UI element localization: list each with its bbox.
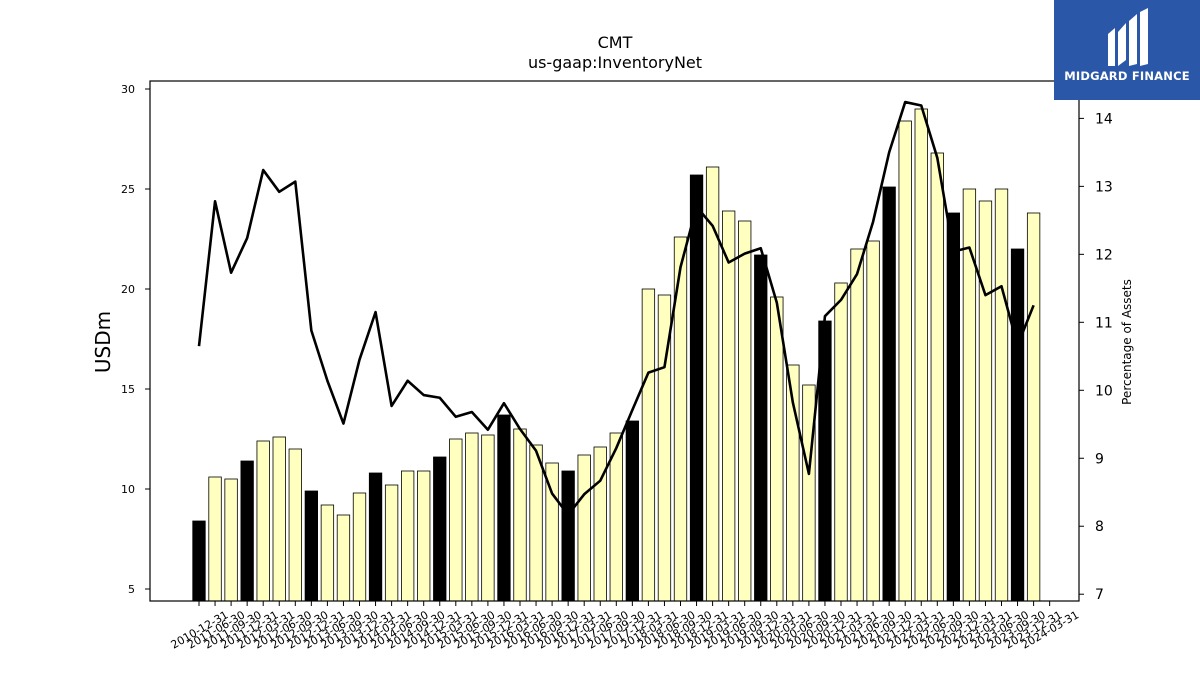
bar-2020-06-30 xyxy=(802,384,816,602)
y2-tick-label: 14 xyxy=(1095,111,1113,127)
bar-2010-12-31 xyxy=(192,520,206,602)
chart-title: CMT xyxy=(598,33,633,52)
y-tick-label: 5 xyxy=(128,583,135,596)
midgard-logo-icon xyxy=(1108,8,1148,66)
bar-2016-09-30 xyxy=(561,470,575,602)
y2-axis-label: Percentage of Assets xyxy=(1120,279,1134,405)
bar-2015-03-31 xyxy=(465,432,479,602)
bar-2012-06-30 xyxy=(288,448,302,602)
y2-tick-label: 7 xyxy=(1095,587,1104,603)
bar-2019-12-31 xyxy=(770,296,784,602)
y-tick-label: 20 xyxy=(121,283,135,296)
line-group xyxy=(197,100,1035,516)
y-axis-ticks: 5 10 15 20 25 30 xyxy=(121,83,150,596)
bar-2021-12-31 xyxy=(898,120,912,602)
bar-2017-09-30 xyxy=(625,420,639,602)
bar-2013-06-30 xyxy=(352,492,367,602)
plot-frame xyxy=(149,80,1080,602)
y2-tick-label: 11 xyxy=(1095,315,1113,331)
bar-2011-12-31 xyxy=(256,440,270,602)
bar-2011-09-30 xyxy=(240,460,254,602)
y-tick-label: 25 xyxy=(121,183,135,196)
bar-2014-12-31 xyxy=(449,438,463,602)
percentage-of-assets-line xyxy=(197,100,1035,516)
bar-2014-06-30 xyxy=(417,470,431,602)
x-axis-ticks: 2010-12-312011-06-302011-09-302011-12-31… xyxy=(169,601,1081,652)
y2-axis-ticks: 7 8 9 10 11 12 13 14 xyxy=(1079,111,1113,603)
y-tick-label: 15 xyxy=(121,383,135,396)
bar-2014-03-31 xyxy=(400,470,415,602)
bar-2015-12-31 xyxy=(513,428,527,602)
bar-2014-09-30 xyxy=(433,456,447,602)
bar-2018-12-31 xyxy=(705,166,720,602)
bar-2013-12-31 xyxy=(384,484,399,602)
bar-2012-12-31 xyxy=(320,504,335,602)
bar-2012-03-31 xyxy=(272,436,286,602)
y-axis-label: USDm xyxy=(91,311,115,373)
y-tick-label: 30 xyxy=(121,83,135,96)
chart-subtitle: us-gaap:InventoryNet xyxy=(528,53,702,72)
bar-2016-12-31 xyxy=(577,454,591,602)
bar-2012-09-30 xyxy=(304,490,319,602)
bar-2022-03-31 xyxy=(914,108,928,602)
bar-2019-03-31 xyxy=(722,210,736,602)
bar-2023-12-31 xyxy=(1026,212,1041,602)
bar-2019-09-30 xyxy=(754,254,768,602)
y2-tick-label: 10 xyxy=(1095,383,1113,399)
bar-2013-03-31 xyxy=(336,514,351,602)
bar-2015-06-30 xyxy=(481,434,495,602)
bar-2020-12-31 xyxy=(834,282,848,602)
bar-2022-06-30 xyxy=(930,152,944,602)
bar-2022-09-30 xyxy=(946,212,960,602)
bar-2016-03-31 xyxy=(529,444,543,602)
y2-tick-label: 8 xyxy=(1095,519,1104,535)
brand-name: MIDGARD FINANCE xyxy=(1064,69,1190,83)
brand-logo: MIDGARD FINANCE xyxy=(1054,0,1200,100)
bar-2023-03-31 xyxy=(978,200,993,602)
bar-2021-06-30 xyxy=(866,240,880,602)
bar-2018-09-30 xyxy=(689,174,704,602)
y2-tick-label: 12 xyxy=(1095,247,1113,263)
bar-2017-12-31 xyxy=(641,288,656,602)
bar-2013-09-30 xyxy=(368,472,383,602)
y-tick-label: 10 xyxy=(121,483,135,496)
bar-2023-09-30 xyxy=(1010,248,1025,602)
bar-2015-09-30 xyxy=(497,414,511,602)
bar-2021-09-30 xyxy=(882,186,896,602)
bar-2023-06-30 xyxy=(994,188,1009,602)
bar-2021-03-31 xyxy=(850,248,864,602)
bar-2019-06-30 xyxy=(738,220,752,602)
bar-2011-06-30 xyxy=(224,478,238,602)
y2-tick-label: 9 xyxy=(1095,451,1104,467)
y2-tick-label: 13 xyxy=(1095,179,1113,195)
bar-2011-03-31 xyxy=(208,476,222,602)
